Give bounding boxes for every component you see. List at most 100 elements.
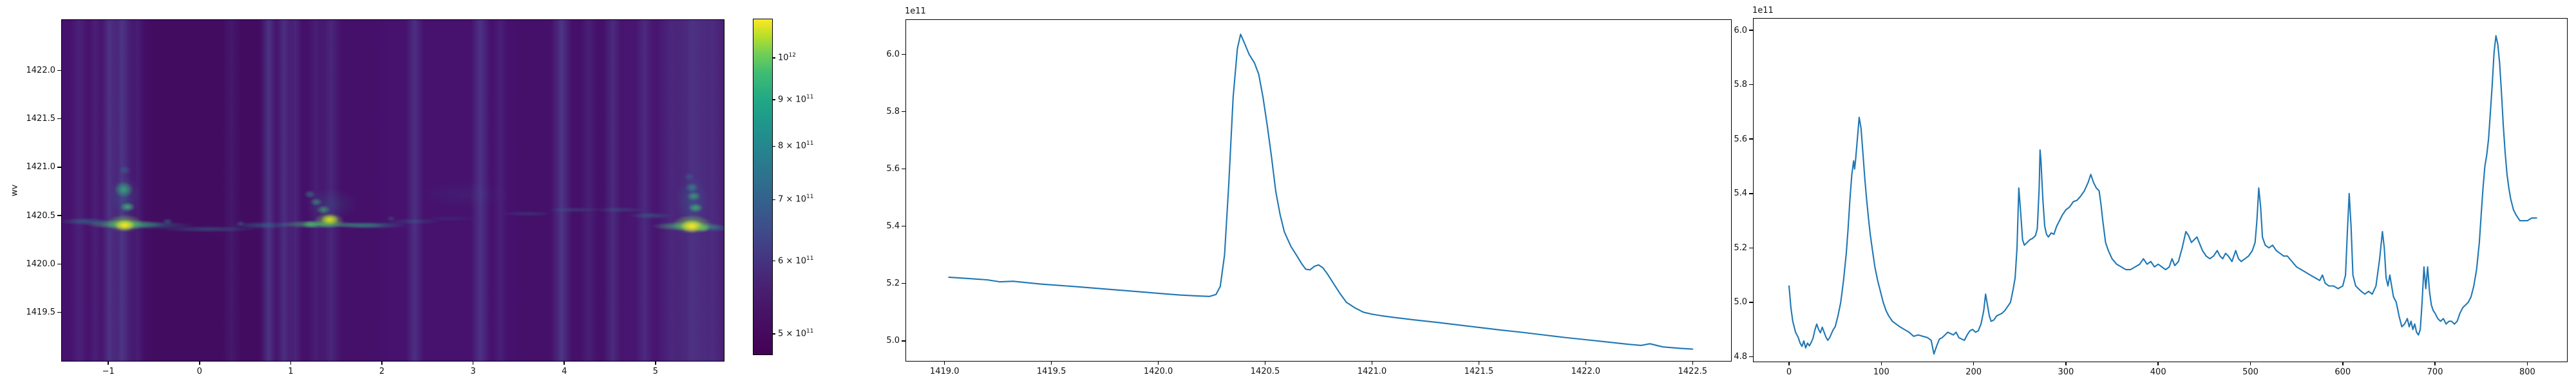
y-tick-label: 5.2 xyxy=(886,279,900,289)
y-tick-mark xyxy=(57,118,61,120)
colorbar-tick-label: 1012 xyxy=(778,51,796,63)
x-tick-label: 0 xyxy=(196,367,202,376)
timeseries-line-axes: 1e11 0 100 200 300 400 500 600 700 800 4.8 5.0 5.2 5… xyxy=(1734,6,2568,376)
axis-offset-label: 1e11 xyxy=(905,6,926,16)
y-tick-mark xyxy=(1748,84,1753,86)
axis-offset-label: 1e11 xyxy=(1752,6,1774,15)
x-tick-mark xyxy=(564,361,565,365)
x-tick-label: 1420.0 xyxy=(1143,367,1173,376)
x-tick-mark xyxy=(108,361,109,365)
x-tick-mark xyxy=(1880,362,1882,365)
x-tick-label: 1419.0 xyxy=(929,367,960,376)
y-tick-label: 5.6 xyxy=(1734,134,1747,144)
x-tick-label: 5 xyxy=(652,367,658,376)
x-tick-mark xyxy=(2157,362,2159,365)
colorbar-tick-label: 8 × 1011 xyxy=(778,140,814,151)
y-tick-mark xyxy=(57,69,61,71)
y-tick-label: 1421.5 xyxy=(26,114,56,124)
y-tick-label: 1422.0 xyxy=(26,65,56,75)
x-tick-mark xyxy=(1157,361,1159,365)
y-tick-mark xyxy=(57,263,61,265)
y-tick-mark xyxy=(1748,193,1753,194)
x-tick-mark xyxy=(2434,362,2436,365)
y-tick-mark xyxy=(57,215,61,216)
y-tick-mark xyxy=(1748,247,1753,249)
y-tick-mark xyxy=(901,168,905,170)
x-tick-label: 2 xyxy=(379,367,385,376)
colorbar-tick-mark xyxy=(772,333,775,335)
x-tick-mark xyxy=(2249,362,2251,365)
y-tick-label: 5.2 xyxy=(1734,243,1747,253)
y-tick-mark xyxy=(1748,302,1753,303)
x-tick-label: 1 xyxy=(288,367,294,376)
x-tick-mark xyxy=(2526,362,2528,365)
y-tick-mark xyxy=(1748,138,1753,140)
colorbar-tick-mark xyxy=(772,57,775,59)
x-tick-label: 1419.5 xyxy=(1036,367,1066,376)
colorbar-tick-mark xyxy=(772,145,775,147)
spectrum-line-axes: 1e11 1419.0 1419.5 1420.0 1420.5 1421.0 1421.… xyxy=(886,6,1732,376)
x-tick-mark xyxy=(199,361,200,365)
x-tick-label: 1421.5 xyxy=(1464,367,1494,376)
y-tick-label: 1420.5 xyxy=(26,210,56,221)
y-tick-label: 6.0 xyxy=(1734,25,1747,35)
x-tick-mark xyxy=(1371,361,1373,365)
y-tick-label: 4.8 xyxy=(1734,351,1747,362)
x-tick-label: 800 xyxy=(2519,367,2535,377)
colorbar-tick-label: 7 × 1011 xyxy=(778,194,814,205)
x-tick-mark xyxy=(1585,361,1587,365)
y-tick-mark xyxy=(1748,30,1753,31)
y-tick-label: 5.8 xyxy=(886,107,900,117)
x-tick-label: 300 xyxy=(2058,367,2074,377)
data-line xyxy=(948,33,1694,350)
x-tick-mark xyxy=(1050,361,1052,365)
x-tick-label: 1420.5 xyxy=(1250,367,1280,376)
x-tick-label: 400 xyxy=(2150,367,2166,377)
x-tick-label: 200 xyxy=(1965,367,1982,377)
colorbar-tick-mark xyxy=(772,199,775,201)
y-tick-mark xyxy=(901,53,905,55)
x-tick-label: 1421.0 xyxy=(1357,367,1387,376)
y-tick-mark xyxy=(57,167,61,168)
colorbar-tick-mark xyxy=(772,260,775,262)
x-tick-mark xyxy=(655,361,656,365)
y-tick-mark xyxy=(901,225,905,227)
y-tick-label: 1419.5 xyxy=(26,308,56,318)
x-tick-label: 700 xyxy=(2427,367,2443,377)
line-plot xyxy=(1788,35,2537,355)
colorbar: 1012 9 × 1011 8 × 1011 7 × 1011 6 × 1011 5 × … xyxy=(753,19,813,355)
data-line xyxy=(1788,35,2537,355)
x-tick-label: 100 xyxy=(1873,367,1889,377)
x-tick-label: 600 xyxy=(2334,367,2351,377)
x-tick-mark xyxy=(1788,362,1790,365)
x-tick-label: 1422.0 xyxy=(1571,367,1601,376)
y-tick-label: 5.8 xyxy=(1734,80,1747,90)
x-tick-label: 3 xyxy=(470,367,476,376)
y-tick-label: 1421.0 xyxy=(26,162,56,172)
x-tick-mark xyxy=(1478,361,1480,365)
y-tick-label: 5.6 xyxy=(886,164,900,174)
colorbar-gradient xyxy=(753,19,772,354)
y-tick-mark xyxy=(1748,356,1753,358)
x-tick-mark xyxy=(943,361,945,365)
x-tick-mark xyxy=(2342,362,2344,365)
x-tick-label: −1 xyxy=(102,367,115,376)
x-tick-label: 0 xyxy=(1786,367,1792,377)
y-tick-label: 6.0 xyxy=(886,49,900,59)
y-tick-label: 5.0 xyxy=(1734,297,1747,308)
colorbar-tick-mark xyxy=(772,99,775,100)
x-tick-mark xyxy=(1692,361,1693,365)
colorbar-tick-label: 5 × 1011 xyxy=(778,328,814,339)
colorbar-tick-label: 6 × 1011 xyxy=(778,255,814,266)
y-tick-label: 1420.0 xyxy=(26,259,56,269)
y-tick-label: 5.0 xyxy=(886,336,900,346)
x-tick-label: 1422.5 xyxy=(1678,367,1708,376)
y-tick-mark xyxy=(57,311,61,313)
heatmap-axes: wv −1 0 1 2 3 4 5 1419.5 1420.0 1420.5 1421.0 1421.… xyxy=(10,19,724,376)
heatmap-y-axis-label: wv xyxy=(10,184,20,197)
x-tick-mark xyxy=(472,361,474,365)
y-tick-mark xyxy=(901,340,905,342)
y-tick-mark xyxy=(901,111,905,113)
line-plot xyxy=(948,33,1694,350)
